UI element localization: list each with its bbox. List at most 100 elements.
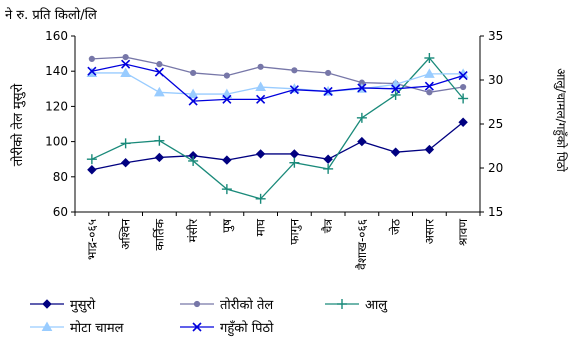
data-point <box>323 86 333 97</box>
data-point <box>221 184 232 195</box>
data-point <box>424 81 434 91</box>
plot-area: 60 80 100 120 140 160 15 20 25 30 35 भाद्र-०६५ अश्वि… <box>45 29 503 270</box>
data-point <box>458 71 468 81</box>
data-point <box>222 94 232 104</box>
right-axis-title-group: आलु/चामल/गहुँको पिठो <box>553 68 568 173</box>
right-tick-label: 30 <box>488 73 503 87</box>
left-tick-label: 140 <box>45 64 68 78</box>
data-point <box>256 94 266 104</box>
data-point <box>391 84 401 94</box>
data-point <box>255 193 266 204</box>
data-point <box>356 112 367 123</box>
data-point <box>156 61 163 68</box>
right-tick-label: 20 <box>488 161 503 175</box>
data-point <box>121 59 131 69</box>
x-tick-label: जेठ <box>389 218 403 235</box>
x-tick-label: मंसीर <box>186 218 200 242</box>
data-point <box>323 154 333 164</box>
left-tick-label: 100 <box>45 135 68 149</box>
data-point <box>458 93 469 104</box>
data-point <box>289 85 299 95</box>
x-tick-label: पुष <box>220 218 235 233</box>
x-tick-label: वैशाख-०६६ <box>355 219 369 270</box>
legend-entry: तोरीको तेल <box>180 297 273 313</box>
x-tick-label: असार <box>422 218 436 244</box>
data-point <box>426 89 433 96</box>
data-point <box>154 135 165 146</box>
data-point <box>188 155 199 166</box>
data-point <box>187 88 199 99</box>
data-point <box>291 67 298 74</box>
data-point <box>190 69 197 77</box>
series-line <box>91 72 464 95</box>
right-tick-label: 25 <box>488 117 503 131</box>
left-tick-label: 60 <box>53 205 68 219</box>
left-axis-title-group: तोरीको तेल मुसुरो <box>10 83 26 166</box>
x-tick-label: अश्विन <box>119 219 133 250</box>
legend-label: गहुँको पिठो <box>220 320 274 337</box>
data-point <box>424 68 435 78</box>
legend-label: मोटा चामल <box>70 320 124 336</box>
legend: मुसुरो तोरीको तेल आलु मोटा चामल गहुँको पिठो <box>30 297 388 337</box>
legend-label: तोरीको तेल <box>220 297 273 313</box>
data-point <box>357 136 367 147</box>
legend-entry: आलु <box>325 298 388 313</box>
legend-marker <box>41 321 53 331</box>
x-tick-label: चैत्र <box>321 219 335 234</box>
series-line <box>91 63 464 102</box>
data-point <box>120 138 131 149</box>
data-point <box>424 144 435 155</box>
legend-entry: गहुँको पिठो <box>180 320 274 337</box>
series-5 <box>87 59 468 106</box>
data-point <box>460 83 467 91</box>
data-point <box>88 55 95 62</box>
right-tick-label: 15 <box>488 205 503 219</box>
right-axis-title: आलु/चामल/गहुँको पिठो <box>553 68 568 173</box>
chart-unit-label: ने रु. प्रति किलो/लि <box>5 7 97 23</box>
data-point <box>424 53 435 63</box>
data-point <box>86 154 97 165</box>
data-point <box>223 72 230 79</box>
left-tick-label: 160 <box>45 29 68 43</box>
series-3 <box>86 53 469 204</box>
data-point <box>122 54 129 61</box>
data-point <box>325 69 332 77</box>
x-tick-label: भाद्र-०६५ <box>85 219 99 260</box>
data-point <box>289 149 300 159</box>
data-point <box>255 81 266 92</box>
series-4 <box>86 67 469 99</box>
right-tick-label: 35 <box>488 29 503 43</box>
x-tick-label: माघ <box>254 218 268 236</box>
data-point <box>87 165 97 175</box>
data-point <box>154 152 165 163</box>
data-point <box>188 96 198 106</box>
data-point <box>390 89 401 100</box>
data-point <box>357 83 367 93</box>
data-point <box>87 66 97 76</box>
data-point <box>120 67 131 77</box>
series-1 <box>87 117 468 175</box>
series-line <box>91 56 464 93</box>
series-line <box>91 121 464 171</box>
left-tick-label: 120 <box>45 99 68 113</box>
data-point <box>255 149 266 159</box>
data-point <box>390 147 401 157</box>
data-point <box>323 163 334 174</box>
series-2 <box>88 54 467 96</box>
data-point <box>154 86 165 97</box>
legend-marker <box>192 322 202 332</box>
data-point <box>221 88 233 99</box>
legend-entry: मोटा चामल <box>30 320 124 336</box>
legend-marker <box>193 300 201 308</box>
legend-label: मुसुरो <box>70 297 96 313</box>
legend-marker <box>337 299 347 309</box>
data-point <box>222 155 232 165</box>
series-line <box>91 57 464 200</box>
x-tick-label: फागुन <box>287 219 302 245</box>
data-point <box>120 158 131 168</box>
left-axis-title: तोरीको तेल मुसुरो <box>10 83 26 166</box>
data-point <box>458 117 468 127</box>
legend-label: आलु <box>365 298 388 313</box>
left-tick-label: 80 <box>53 170 68 184</box>
